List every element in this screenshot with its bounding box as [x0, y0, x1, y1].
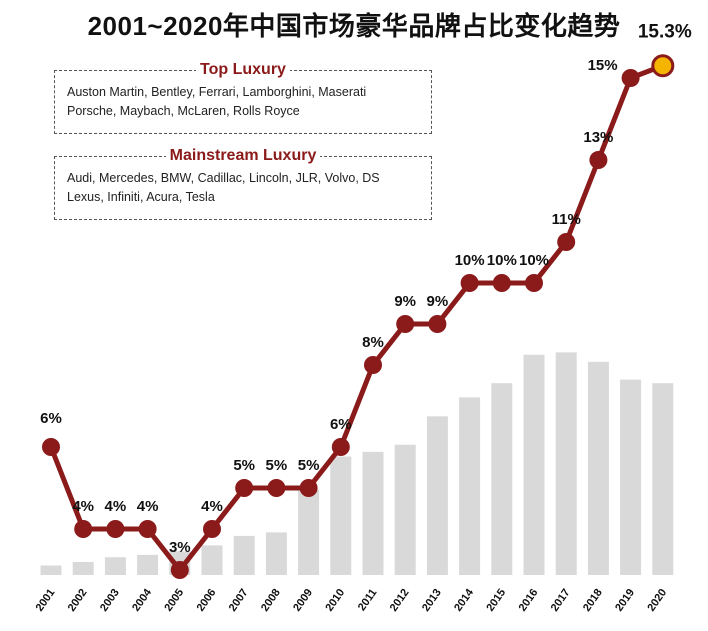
bar-series [40, 352, 674, 575]
point-2006 [203, 520, 221, 538]
bar-2007 [233, 535, 255, 575]
bar-2010 [330, 456, 352, 575]
point-2004 [138, 520, 157, 538]
x-label-2005: 2005 [162, 587, 186, 614]
bar-2002 [72, 561, 94, 575]
bar-2015 [491, 383, 513, 575]
mainstream-luxury-line2: Lexus, Infiniti, Acura, Tesla [67, 190, 215, 204]
bar-2017 [555, 352, 577, 575]
bar-2016 [523, 354, 545, 575]
value-label-2006: 4% [201, 498, 223, 515]
value-label-2001: 6% [40, 410, 62, 427]
value-label-2003: 4% [105, 498, 127, 515]
x-label-2001: 2001 [34, 587, 58, 614]
x-label-2012: 2012 [388, 587, 412, 614]
bar-2001 [40, 565, 62, 575]
x-label-2018: 2018 [581, 587, 605, 614]
value-label-2002: 4% [72, 498, 94, 515]
x-label-2004: 2004 [130, 586, 154, 614]
x-label-2002: 2002 [66, 587, 90, 614]
point-2002 [74, 520, 93, 538]
value-label-2011: 8% [362, 334, 384, 351]
chart-title: 2001~2020年中国市场豪华品牌占比变化趋势 [87, 11, 621, 41]
point-2019 [621, 69, 640, 87]
point-2010 [331, 438, 350, 456]
point-2007 [235, 479, 254, 497]
line-points [42, 54, 675, 579]
mainstream-luxury-line1: Audi, Mercedes, BMW, Cadillac, Lincoln, … [67, 171, 380, 185]
bar-2012 [394, 444, 416, 575]
point-2020 [651, 54, 675, 78]
point-2018 [589, 151, 608, 169]
bar-2014 [459, 397, 481, 575]
bar-2003 [104, 557, 126, 575]
value-label-2014: 10% [455, 252, 485, 269]
value-label-2017: 11% [552, 211, 581, 228]
top-luxury-title: Top Luxury [55, 60, 431, 80]
point-2015 [492, 274, 511, 292]
value-label-2015: 10% [487, 252, 517, 269]
value-label-2013: 9% [427, 293, 449, 310]
x-label-2019: 2019 [613, 587, 637, 614]
value-label-2008: 5% [266, 457, 288, 474]
bar-2019 [620, 379, 642, 575]
point-2012 [396, 315, 415, 333]
value-label-2009: 5% [298, 457, 320, 474]
x-label-2017: 2017 [549, 587, 573, 614]
mainstream-luxury-box: Mainstream Luxury Audi, Mercedes, BMW, C… [54, 147, 432, 220]
x-label-2011: 2011 [356, 587, 380, 613]
point-2017 [557, 233, 576, 251]
x-label-2014: 2014 [452, 586, 476, 614]
value-label-2019: 15% [588, 57, 618, 74]
point-2011 [364, 356, 382, 374]
top-luxury-line2: Porsche, Maybach, McLaren, Rolls Royce [67, 104, 300, 118]
point-2014 [460, 274, 479, 292]
value-label-2016: 10% [519, 252, 549, 269]
bar-2008 [265, 532, 287, 575]
point-2016 [525, 274, 543, 292]
x-axis-labels: 2001 2002 2003 2004 2005 2006 2007 2008 2009 2010… [34, 586, 670, 614]
value-label-2004: 4% [137, 498, 159, 515]
x-label-2013: 2013 [420, 587, 444, 614]
x-label-2010: 2010 [323, 587, 347, 614]
bar-2020 [652, 383, 674, 575]
value-label-2007: 5% [233, 457, 255, 474]
bar-2018 [587, 361, 609, 575]
bar-2004 [137, 554, 159, 575]
top-luxury-line1: Auston Martin, Bentley, Ferrari, Lamborg… [67, 85, 367, 99]
point-2003 [106, 520, 125, 538]
x-label-2006: 2006 [195, 587, 219, 614]
x-label-2009: 2009 [291, 587, 315, 614]
point-2001 [42, 438, 60, 456]
bar-2013 [426, 416, 448, 575]
x-label-2015: 2015 [484, 587, 508, 614]
bar-2011 [362, 451, 384, 575]
bar-2006 [201, 545, 223, 575]
x-label-2020: 2020 [645, 587, 669, 614]
bar-2009 [298, 489, 320, 575]
x-label-2003: 2003 [98, 587, 122, 614]
x-label-2016: 2016 [517, 587, 541, 614]
point-2013 [428, 315, 447, 333]
value-label-2018: 13% [583, 129, 613, 146]
value-label-2012: 9% [394, 293, 416, 310]
value-labels: 6%4% 4% 4%3%4%5% 5% 5%6%8%9% 9%10% 10% 10%11%13… [40, 22, 692, 556]
point-2008 [267, 479, 286, 497]
x-label-2007: 2007 [227, 587, 251, 614]
mainstream-luxury-title: Mainstream Luxury [55, 146, 431, 166]
point-2005 [170, 561, 189, 579]
point-2009 [299, 479, 318, 497]
value-label-2020: 15.3% [638, 22, 692, 43]
value-label-2005: 3% [169, 539, 191, 556]
top-luxury-box: Top Luxury Auston Martin, Bentley, Ferra… [54, 61, 432, 134]
x-label-2008: 2008 [259, 587, 283, 614]
value-label-2010: 6% [330, 416, 352, 433]
